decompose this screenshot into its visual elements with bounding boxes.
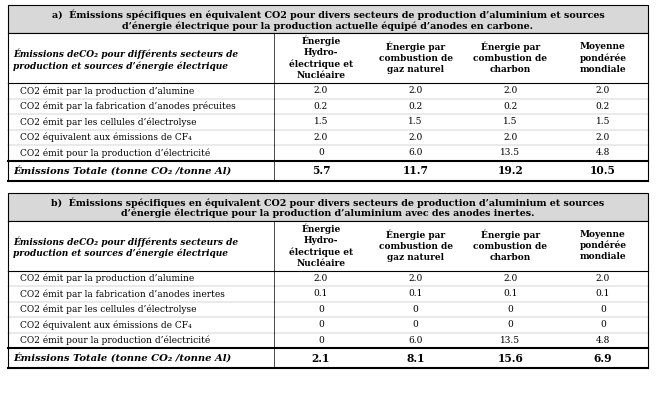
Text: 2.0: 2.0 bbox=[314, 86, 328, 95]
Text: 2.0: 2.0 bbox=[596, 274, 610, 283]
Text: Moyenne
pondérée
mondiale: Moyenne pondérée mondiale bbox=[579, 42, 626, 74]
Text: 10.5: 10.5 bbox=[590, 165, 616, 176]
Text: CO2 émit par la production d’alumine: CO2 émit par la production d’alumine bbox=[20, 274, 194, 283]
Text: b)  Émissions spécifiques en équivalent CO2 pour divers secteurs de production d: b) Émissions spécifiques en équivalent C… bbox=[51, 197, 605, 208]
Text: 2.0: 2.0 bbox=[409, 133, 423, 142]
Text: 2.0: 2.0 bbox=[596, 133, 610, 142]
Text: d’énergie électrique pour la production d’aluminium avec des anodes inertes.: d’énergie électrique pour la production … bbox=[121, 209, 535, 218]
Text: 19.2: 19.2 bbox=[497, 165, 523, 176]
Text: 0: 0 bbox=[413, 305, 419, 314]
Text: Énergie par
combustion de
gaz naturel: Énergie par combustion de gaz naturel bbox=[379, 42, 453, 74]
Text: 0: 0 bbox=[318, 320, 324, 329]
Text: 0.1: 0.1 bbox=[314, 289, 328, 298]
Text: Émissions Totale (tonne CO₂ /tonne Al): Émissions Totale (tonne CO₂ /tonne Al) bbox=[13, 166, 232, 176]
Text: Énergie
Hydro-
électrique et
Nucléaire: Énergie Hydro- électrique et Nucléaire bbox=[289, 36, 353, 80]
Text: 0: 0 bbox=[508, 305, 513, 314]
Text: Énergie par
combustion de
gaz naturel: Énergie par combustion de gaz naturel bbox=[379, 229, 453, 262]
Text: 2.0: 2.0 bbox=[503, 274, 518, 283]
Text: 0: 0 bbox=[318, 336, 324, 345]
Text: 4.8: 4.8 bbox=[596, 336, 610, 345]
Bar bbox=[8, 5, 648, 33]
Bar bbox=[8, 5, 648, 33]
Text: 5.7: 5.7 bbox=[312, 165, 330, 176]
Text: 2.0: 2.0 bbox=[503, 86, 518, 95]
Bar bbox=[8, 221, 648, 271]
Text: CO2 émit par la production d’alumine: CO2 émit par la production d’alumine bbox=[20, 86, 194, 95]
Text: 2.0: 2.0 bbox=[409, 86, 423, 95]
Text: 2.1: 2.1 bbox=[312, 352, 330, 364]
Text: 6.9: 6.9 bbox=[594, 352, 612, 364]
Text: Émissions Totale (tonne CO₂ /tonne Al): Émissions Totale (tonne CO₂ /tonne Al) bbox=[13, 353, 232, 363]
Text: CO2 équivalent aux émissions de CF₄: CO2 équivalent aux émissions de CF₄ bbox=[20, 320, 192, 329]
Text: Moyenne
pondérée
mondiale: Moyenne pondérée mondiale bbox=[579, 230, 626, 261]
Text: Énergie par
combustion de
charbon: Énergie par combustion de charbon bbox=[474, 42, 547, 74]
Bar bbox=[8, 33, 648, 83]
Text: CO2 émit pour la production d’électricité: CO2 émit pour la production d’électricit… bbox=[20, 336, 211, 345]
Text: Énergie par
combustion de
charbon: Énergie par combustion de charbon bbox=[474, 229, 547, 262]
Bar bbox=[8, 193, 648, 221]
Text: 2.0: 2.0 bbox=[596, 86, 610, 95]
Text: 2.0: 2.0 bbox=[409, 274, 423, 283]
Text: CO2 émit par la fabrication d’anodes précuites: CO2 émit par la fabrication d’anodes pré… bbox=[20, 101, 236, 111]
Text: 6.0: 6.0 bbox=[409, 336, 423, 345]
Text: production et sources d’énergie électrique: production et sources d’énergie électriq… bbox=[13, 61, 228, 71]
Text: production et sources d’énergie électrique: production et sources d’énergie électriq… bbox=[13, 249, 228, 258]
Text: 0.2: 0.2 bbox=[314, 102, 328, 111]
Text: Émissions deCO₂ pour différents secteurs de: Émissions deCO₂ pour différents secteurs… bbox=[13, 236, 238, 247]
Text: 2.0: 2.0 bbox=[503, 133, 518, 142]
Text: 1.5: 1.5 bbox=[314, 117, 328, 126]
Text: CO2 équivalent aux émissions de CF₄: CO2 équivalent aux émissions de CF₄ bbox=[20, 133, 192, 142]
Text: 1.5: 1.5 bbox=[409, 117, 423, 126]
Text: 1.5: 1.5 bbox=[596, 117, 610, 126]
Text: 11.7: 11.7 bbox=[403, 165, 428, 176]
Text: 4.8: 4.8 bbox=[596, 148, 610, 157]
Text: 0.2: 0.2 bbox=[596, 102, 610, 111]
Text: 15.6: 15.6 bbox=[497, 352, 523, 364]
Text: 0: 0 bbox=[600, 305, 605, 314]
Text: CO2 émit par les cellules d’électrolyse: CO2 émit par les cellules d’électrolyse bbox=[20, 117, 197, 126]
Text: 0: 0 bbox=[318, 305, 324, 314]
Text: CO2 émit par la fabrication d’anodes inertes: CO2 émit par la fabrication d’anodes ine… bbox=[20, 289, 225, 299]
Text: Énergie
Hydro-
électrique et
Nucléaire: Énergie Hydro- électrique et Nucléaire bbox=[289, 223, 353, 268]
Text: 0.2: 0.2 bbox=[503, 102, 518, 111]
Bar bbox=[8, 193, 648, 221]
Text: 0.1: 0.1 bbox=[596, 289, 610, 298]
Text: 2.0: 2.0 bbox=[314, 133, 328, 142]
Text: 0.1: 0.1 bbox=[409, 289, 423, 298]
Text: 13.5: 13.5 bbox=[501, 336, 520, 345]
Text: 0: 0 bbox=[318, 148, 324, 157]
Text: 2.0: 2.0 bbox=[314, 274, 328, 283]
Text: 8.1: 8.1 bbox=[407, 352, 425, 364]
Text: 6.0: 6.0 bbox=[409, 148, 423, 157]
Text: 1.5: 1.5 bbox=[503, 117, 518, 126]
Text: 0: 0 bbox=[600, 320, 605, 329]
Text: a)  Émissions spécifiques en équivalent CO2 pour divers secteurs de production d: a) Émissions spécifiques en équivalent C… bbox=[52, 10, 604, 20]
Text: 0.1: 0.1 bbox=[503, 289, 518, 298]
Text: CO2 émit pour la production d’électricité: CO2 émit pour la production d’électricit… bbox=[20, 148, 211, 158]
Text: CO2 émit par les cellules d’électrolyse: CO2 émit par les cellules d’électrolyse bbox=[20, 304, 197, 314]
Text: 0: 0 bbox=[508, 320, 513, 329]
Text: 0.2: 0.2 bbox=[409, 102, 423, 111]
Text: 0: 0 bbox=[413, 320, 419, 329]
Text: Émissions deCO₂ pour différents secteurs de: Émissions deCO₂ pour différents secteurs… bbox=[13, 49, 238, 59]
Text: 13.5: 13.5 bbox=[501, 148, 520, 157]
Text: d’énergie électrique pour la production actuelle équipé d’anodes en carbone.: d’énergie électrique pour la production … bbox=[123, 21, 533, 31]
